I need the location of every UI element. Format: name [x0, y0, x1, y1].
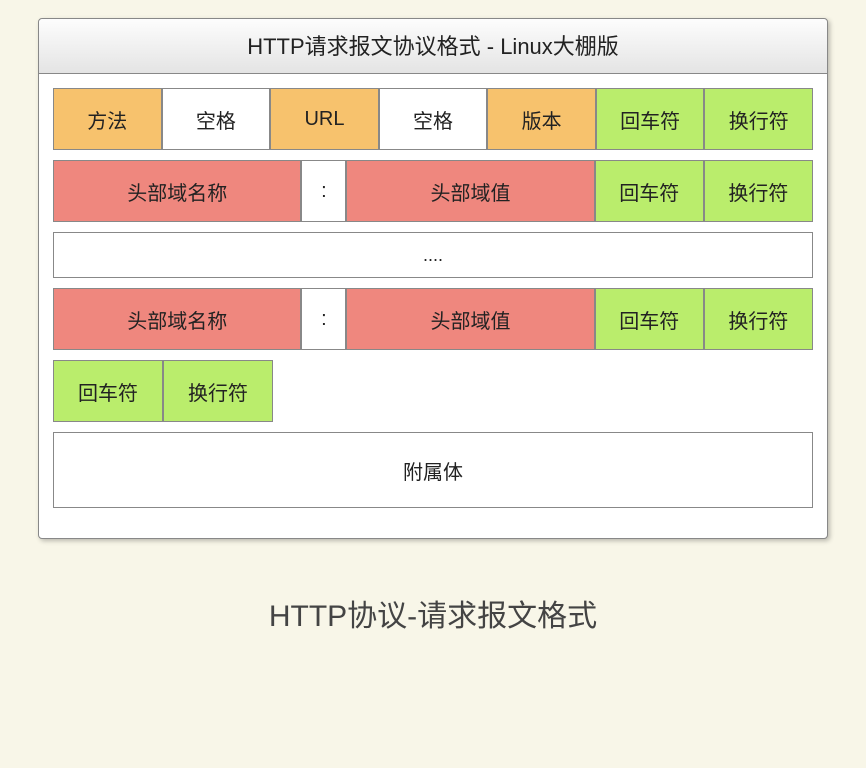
cell-body: 附属体 [53, 432, 813, 508]
cell-header-value: 头部域值 [346, 160, 594, 222]
cell-space: 空格 [379, 88, 488, 150]
cell-version: 版本 [487, 88, 596, 150]
diagram-body: 方法 空格 URL 空格 版本 回车符 换行符 头部域名称 : 头部域值 回车符… [39, 74, 827, 538]
cell-method: 方法 [53, 88, 162, 150]
ellipsis-row: .... [53, 232, 813, 278]
cell-cr: 回车符 [596, 88, 705, 150]
cell-pad [273, 360, 813, 422]
diagram-frame: HTTP请求报文协议格式 - Linux大棚版 方法 空格 URL 空格 版本 … [38, 18, 828, 539]
request-line-row: 方法 空格 URL 空格 版本 回车符 换行符 [53, 88, 813, 150]
cell-lf: 换行符 [704, 88, 813, 150]
cell-lf: 换行符 [704, 160, 813, 222]
header-row: 头部域名称 : 头部域值 回车符 换行符 [53, 288, 813, 350]
cell-cr: 回车符 [53, 360, 163, 422]
blank-line-row: 回车符 换行符 [53, 360, 813, 422]
cell-lf: 换行符 [704, 288, 813, 350]
cell-url: URL [270, 88, 379, 150]
cell-cr: 回车符 [595, 160, 704, 222]
cell-header-name: 头部域名称 [53, 160, 301, 222]
cell-colon: : [301, 288, 346, 350]
body-row: 附属体 [53, 432, 813, 508]
header-row: 头部域名称 : 头部域值 回车符 换行符 [53, 160, 813, 222]
cell-lf: 换行符 [163, 360, 273, 422]
cell-space: 空格 [162, 88, 271, 150]
figure-caption: HTTP协议-请求报文格式 [269, 591, 597, 635]
cell-cr: 回车符 [595, 288, 704, 350]
diagram-title: HTTP请求报文协议格式 - Linux大棚版 [39, 19, 827, 74]
cell-header-name: 头部域名称 [53, 288, 301, 350]
cell-ellipsis: .... [53, 232, 813, 278]
cell-colon: : [301, 160, 346, 222]
cell-header-value: 头部域值 [346, 288, 594, 350]
